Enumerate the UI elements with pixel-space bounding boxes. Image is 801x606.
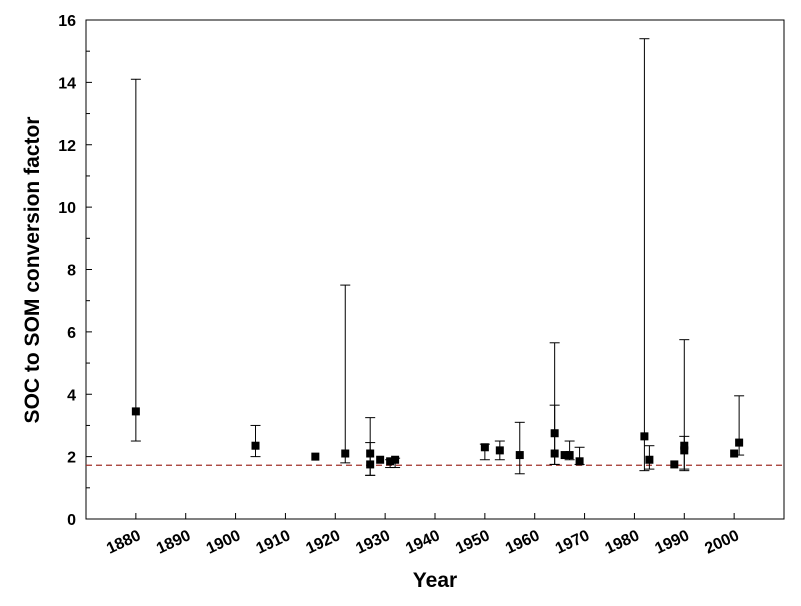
data-point bbox=[366, 460, 375, 469]
data-point bbox=[670, 460, 679, 469]
x-tick-label: 1880 bbox=[104, 527, 144, 557]
data-point bbox=[680, 446, 689, 455]
y-tick-label: 14 bbox=[58, 75, 76, 92]
y-tick-label: 10 bbox=[58, 200, 76, 217]
data-point bbox=[565, 451, 574, 460]
data-point bbox=[480, 443, 489, 452]
y-tick-label: 4 bbox=[67, 387, 76, 404]
data-point bbox=[515, 451, 524, 460]
data-point bbox=[735, 438, 744, 447]
data-point bbox=[640, 432, 649, 441]
data-point bbox=[311, 452, 320, 461]
data-point bbox=[131, 407, 140, 416]
data-point bbox=[386, 457, 395, 466]
x-tick-label: 2000 bbox=[702, 527, 742, 557]
x-tick-label: 1980 bbox=[603, 527, 643, 557]
x-axis-title: Year bbox=[413, 569, 457, 592]
data-point bbox=[341, 449, 350, 458]
data-point bbox=[495, 446, 504, 455]
x-tick-label: 1920 bbox=[304, 527, 344, 557]
data-point bbox=[575, 457, 584, 466]
data-point bbox=[730, 449, 739, 458]
x-tick-label: 1990 bbox=[653, 527, 693, 557]
data-point bbox=[550, 449, 559, 458]
data-marks bbox=[130, 38, 745, 476]
x-tick-label: 1890 bbox=[154, 527, 194, 557]
y-axis: 0 2 4 6 8 10 12 14 16 bbox=[58, 13, 92, 529]
data-point bbox=[645, 455, 654, 464]
x-tick-label: 1950 bbox=[453, 527, 493, 557]
y-tick-label: 12 bbox=[58, 138, 76, 155]
x-tick-label: 1940 bbox=[403, 527, 443, 557]
y-tick-label: 16 bbox=[58, 13, 76, 30]
x-tick-label: 1970 bbox=[553, 527, 593, 557]
x-axis: 1880 1890 1900 1910 1920 1930 1940 1950 1960 1970… bbox=[104, 513, 742, 558]
data-point bbox=[560, 451, 569, 460]
y-tick-label: 6 bbox=[67, 325, 76, 342]
data-point bbox=[251, 441, 260, 450]
data-point bbox=[391, 455, 400, 464]
x-tick-label: 1900 bbox=[204, 527, 244, 557]
x-tick-label: 1930 bbox=[353, 527, 393, 557]
y-tick-label: 8 bbox=[67, 263, 76, 280]
x-tick-label: 1960 bbox=[503, 527, 543, 557]
y-tick-label: 0 bbox=[67, 512, 76, 529]
y-tick-label: 2 bbox=[67, 450, 76, 467]
y-axis-title: SOC to SOM conversion factor bbox=[21, 117, 44, 424]
x-tick-label: 1910 bbox=[254, 527, 294, 557]
data-point bbox=[376, 455, 385, 464]
plot-area bbox=[85, 19, 785, 520]
